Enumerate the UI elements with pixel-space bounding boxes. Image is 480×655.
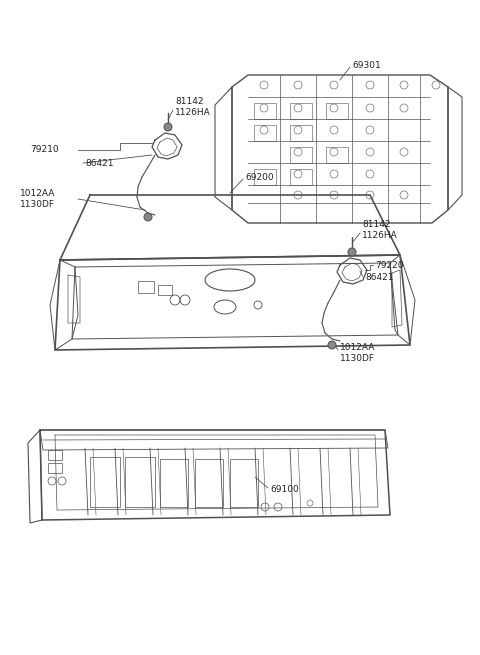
Bar (125, 457, 155, 507)
Bar (230, 459, 258, 507)
Bar (254, 125, 276, 141)
Bar (290, 103, 312, 119)
Text: 1012AA
1130DF: 1012AA 1130DF (340, 343, 375, 363)
Bar (290, 125, 312, 141)
Text: 81142
1126HA: 81142 1126HA (362, 220, 398, 240)
Bar (90, 457, 120, 507)
Bar (254, 103, 276, 119)
Circle shape (164, 123, 172, 131)
Text: 69301: 69301 (352, 60, 381, 69)
Text: 1012AA
1130DF: 1012AA 1130DF (20, 189, 55, 209)
Text: 86421: 86421 (85, 159, 113, 168)
Circle shape (328, 341, 336, 349)
Bar (290, 147, 312, 163)
Bar (254, 169, 276, 185)
Bar (138, 281, 154, 293)
Bar (195, 459, 223, 507)
Bar (48, 463, 62, 473)
Text: 79220: 79220 (375, 261, 404, 269)
Bar (160, 459, 188, 507)
Bar (326, 103, 348, 119)
Bar (158, 285, 172, 295)
Circle shape (144, 213, 152, 221)
Text: 86421: 86421 (365, 272, 394, 282)
Bar (326, 147, 348, 163)
Bar (48, 450, 62, 460)
Text: 81142
1126HA: 81142 1126HA (175, 97, 211, 117)
Text: 69200: 69200 (245, 172, 274, 181)
Circle shape (348, 248, 356, 256)
Text: 79210: 79210 (30, 145, 59, 155)
Text: 69100: 69100 (270, 485, 299, 495)
Bar (290, 169, 312, 185)
